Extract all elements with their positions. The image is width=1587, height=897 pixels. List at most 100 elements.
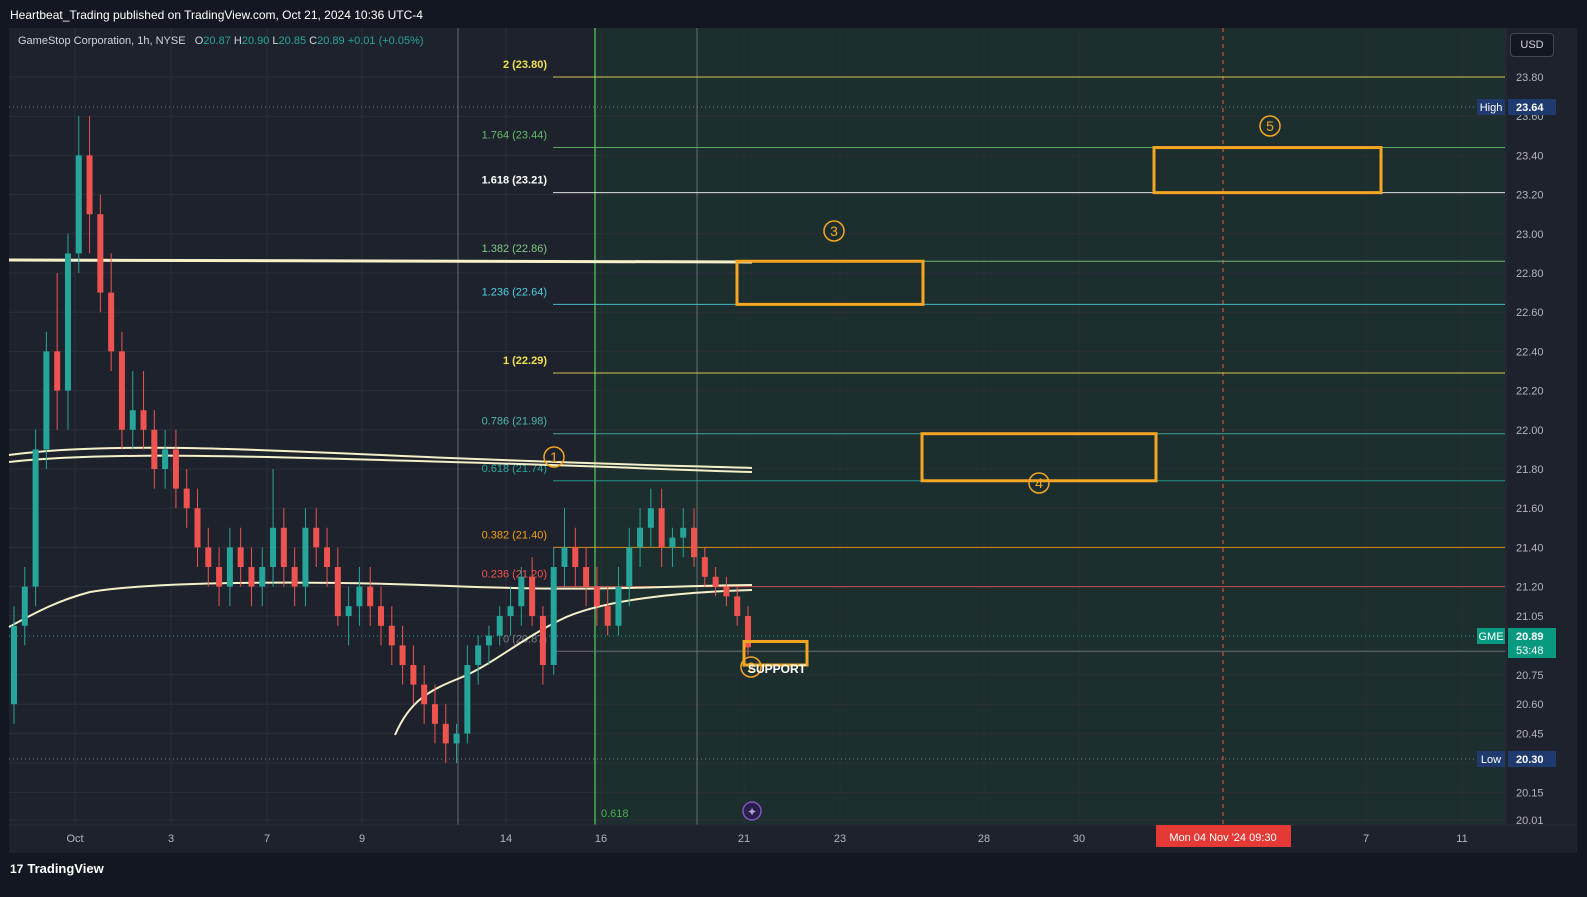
ma-upper-1	[8, 446, 753, 469]
candle-body	[464, 665, 471, 734]
time-tick-label: 14	[500, 833, 512, 845]
candle-body	[658, 508, 665, 548]
candle-body	[86, 155, 93, 215]
candle-body	[97, 214, 104, 293]
candle-body	[410, 665, 417, 685]
ma-mid	[8, 581, 753, 628]
open-value: 20.87	[203, 35, 231, 47]
candle-body	[118, 351, 125, 430]
price-tag-label-bg	[1477, 628, 1505, 644]
candle-body	[734, 596, 741, 616]
price-tick-label: 22.00	[1516, 425, 1544, 437]
candle-body	[151, 429, 158, 469]
price-tag-value: 20.89	[1516, 631, 1544, 643]
candle-body	[345, 606, 352, 616]
wave-1-circle	[543, 446, 565, 468]
fib-level-label: 1.236 (22.64)	[482, 286, 547, 298]
price-tag-label: GME	[1478, 631, 1503, 643]
candle-body	[421, 684, 428, 705]
wave-3-label: 3	[830, 223, 838, 239]
currency-button[interactable]: USD	[1510, 33, 1554, 57]
tradingview-logo[interactable]: 17 TradingView	[10, 861, 104, 876]
candle-body	[172, 449, 179, 489]
candle-body	[259, 567, 266, 587]
candle-body	[453, 733, 460, 744]
wave-4-circle	[1028, 472, 1050, 494]
fib-level-label: 0.618 (21.74)	[482, 463, 547, 475]
candle-body	[205, 547, 212, 567]
open-label: O	[194, 35, 204, 47]
fib-level-label: 0.236 (21.20)	[482, 569, 547, 581]
candle-body	[324, 547, 331, 567]
time-tick-label: 30	[1073, 833, 1085, 845]
fib-level-label: 1.618 (23.21)	[482, 175, 548, 187]
candle-body	[334, 567, 341, 616]
candle-body	[270, 527, 277, 567]
candle-body	[701, 557, 708, 577]
fib-level-label: 1.764 (23.44)	[482, 130, 547, 142]
time-tick-label: Oct	[66, 833, 83, 845]
candle-body	[32, 449, 39, 587]
fib-levels-layer: 2 (23.80) 1.764 (23.44) 1.618 (23.21) 1.382…	[8, 59, 1505, 760]
price-tick-label: 20.45	[1516, 729, 1544, 741]
candle-body	[442, 723, 449, 744]
candle-body	[183, 488, 190, 509]
symbol-name: GameStop Corporation, 1h, NYSE	[18, 35, 186, 47]
candle-body	[745, 616, 751, 648]
time-tick-label: 11	[1456, 833, 1467, 845]
candle-body	[626, 547, 633, 587]
candle-body	[669, 537, 676, 548]
candle-body	[615, 586, 622, 626]
candle-body	[194, 508, 201, 548]
price-tick-label: 20.60	[1516, 699, 1544, 711]
tradingview-logo-icon: 17	[10, 862, 24, 876]
vertical-lines-layer: 0.618	[457, 28, 1224, 825]
price-tick-label: 21.05	[1516, 611, 1544, 623]
fib-level-label: 0.786 (21.98)	[482, 416, 547, 428]
candle-body	[691, 527, 698, 558]
candle-body	[75, 155, 82, 254]
fib-time-zone	[595, 28, 1505, 825]
cursor-time-tag: Mon 04 Nov '24 09:30	[1169, 832, 1276, 844]
candle-body	[129, 410, 136, 430]
fib-zone-layer	[595, 28, 1505, 825]
candle-body	[399, 645, 406, 665]
candle-body	[475, 645, 482, 665]
wave-2-label: 2	[747, 659, 755, 675]
support-label: SUPPORT	[748, 662, 807, 676]
candle-body	[604, 606, 611, 626]
price-tag-label: Low	[1481, 754, 1501, 766]
fib-level-label: 0.382 (21.40)	[482, 529, 547, 541]
target-box-wave-2	[742, 639, 809, 667]
high-value: 20.90	[241, 35, 270, 47]
candle-body	[723, 586, 730, 597]
price-tick-label: 23.40	[1516, 150, 1544, 162]
candle-body	[64, 253, 71, 391]
candles-layer	[11, 116, 751, 763]
event-star-icon	[742, 801, 762, 821]
candle-body	[21, 586, 28, 626]
ma-upper-2	[8, 454, 753, 473]
candle-body	[367, 586, 374, 607]
price-tag-label-bg	[1477, 99, 1505, 115]
candle-body	[647, 508, 654, 528]
candle-body	[550, 567, 557, 665]
event-star-glyph: ✦	[747, 805, 757, 819]
footer-bar	[0, 855, 1587, 897]
moving-averages-layer	[8, 446, 753, 736]
price-tag-value: 23.64	[1516, 102, 1544, 114]
candle-body	[583, 567, 590, 587]
price-tag-countdown: 53:48	[1516, 645, 1544, 657]
time-tick-label: 23	[834, 833, 846, 845]
axes-layer: 23.8023.6023.4023.2023.0022.8022.6022.40…	[9, 28, 1577, 853]
target-box-wave-5	[1152, 146, 1383, 195]
symbol-legend[interactable]: GameStop Corporation, 1h, NYSE O20.87 H2…	[18, 35, 424, 47]
price-tick-label: 20.15	[1516, 787, 1544, 799]
close-value: 20.89	[317, 35, 345, 47]
fib-level-label: 1 (22.29)	[503, 355, 547, 367]
candle-body	[712, 576, 719, 587]
wave-5-circle	[1259, 115, 1281, 137]
time-tick-label: 21	[738, 833, 750, 845]
price-tick-label: 21.80	[1516, 464, 1544, 476]
